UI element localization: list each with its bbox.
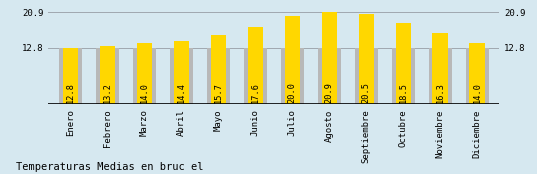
Bar — [173, 41, 189, 104]
Bar — [392, 48, 415, 104]
Bar — [211, 35, 226, 104]
Bar — [285, 16, 300, 104]
Bar — [137, 43, 152, 104]
Text: 17.6: 17.6 — [251, 82, 260, 103]
Text: 12.8: 12.8 — [66, 82, 75, 103]
Bar — [359, 14, 374, 104]
Bar — [170, 48, 193, 104]
Text: 20.0: 20.0 — [288, 82, 297, 103]
Text: 14.0: 14.0 — [140, 82, 149, 103]
Bar — [469, 43, 485, 104]
Bar — [244, 48, 267, 104]
Bar — [432, 33, 448, 104]
Text: 16.3: 16.3 — [436, 82, 445, 103]
Bar — [63, 48, 78, 104]
Bar — [355, 48, 378, 104]
Bar — [466, 48, 489, 104]
Bar — [396, 23, 411, 104]
Bar — [429, 48, 452, 104]
Bar — [322, 12, 337, 104]
Text: 18.5: 18.5 — [399, 82, 408, 103]
Bar — [248, 27, 263, 104]
Text: 14.4: 14.4 — [177, 82, 186, 103]
Text: Temperaturas Medias en bruc el: Temperaturas Medias en bruc el — [16, 162, 204, 172]
Bar — [96, 48, 119, 104]
Text: 20.9: 20.9 — [325, 82, 334, 103]
Text: 15.7: 15.7 — [214, 82, 223, 103]
Bar — [281, 48, 304, 104]
Bar — [133, 48, 156, 104]
Bar — [100, 46, 115, 104]
Bar — [318, 48, 341, 104]
Text: 20.5: 20.5 — [362, 82, 371, 103]
Bar — [207, 48, 230, 104]
Text: 13.2: 13.2 — [103, 82, 112, 103]
Bar — [59, 48, 82, 104]
Text: 14.0: 14.0 — [473, 82, 482, 103]
